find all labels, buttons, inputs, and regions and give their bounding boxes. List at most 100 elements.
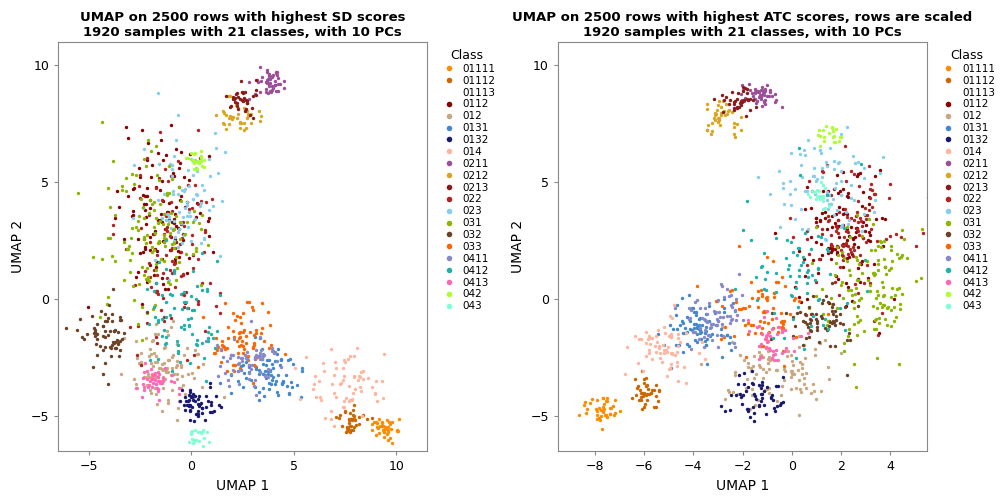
Point [71,189,87,197]
Point [825,303,841,311]
Point [734,291,750,299]
Point [232,95,248,103]
Point [694,338,710,346]
Point [336,403,352,411]
Point [114,186,130,194]
Point [270,87,286,95]
Point [677,325,694,333]
Point [650,331,666,339]
Point [761,92,777,100]
Point [862,231,878,239]
Point [168,375,184,383]
Point [90,351,106,359]
Point [883,264,899,272]
Point [165,226,181,234]
Point [848,284,864,292]
Title: UMAP on 2500 rows with highest ATC scores, rows are scaled
1920 samples with 21 : UMAP on 2500 rows with highest ATC score… [512,11,973,39]
Point [147,376,163,385]
Point [190,126,206,134]
Point [185,218,202,226]
Point [797,229,813,237]
Point [782,291,798,299]
Point [632,386,648,394]
Point [713,109,729,117]
Point [746,95,762,103]
Point [307,393,324,401]
Point [264,73,280,81]
Point [856,210,872,218]
Point [380,423,396,431]
Point [145,271,161,279]
Point [863,225,879,233]
Point [717,107,733,115]
Point [142,356,158,364]
Point [751,352,767,360]
Point [86,363,102,371]
Point [799,323,815,331]
Point [220,376,236,384]
Point [761,385,777,393]
Point [829,224,845,232]
Point [382,434,398,442]
Point [190,428,206,436]
Point [269,74,285,82]
Point [162,266,178,274]
Point [72,315,88,323]
Point [157,151,173,159]
Point [159,223,175,231]
Point [739,197,755,205]
Point [139,264,155,272]
Point [790,297,806,305]
Point [164,291,180,299]
Point [751,322,767,330]
Point [770,278,786,286]
Point [841,220,857,228]
Point [870,331,886,339]
Point [171,183,187,191]
Point [191,412,207,420]
Point [149,287,165,295]
Point [248,346,264,354]
Point [727,367,743,375]
Point [193,154,209,162]
Point [152,216,168,224]
Point [829,243,845,251]
Point [828,210,844,218]
Point [157,242,173,250]
Point [185,437,202,445]
Point [257,370,273,379]
Point [169,416,185,424]
Point [135,374,151,383]
Point [222,92,238,100]
Point [221,92,237,100]
Point [186,216,203,224]
Point [253,77,269,85]
Point [663,350,679,358]
Point [104,310,120,318]
Point [240,356,256,364]
Point [353,387,369,395]
Point [190,199,206,207]
Point [851,181,867,190]
Point [683,380,700,388]
Point [795,341,811,349]
Point [752,317,768,325]
Point [814,127,831,135]
Point [663,349,679,357]
Point [635,392,651,400]
Point [817,122,834,130]
Point [241,298,257,306]
Point [681,317,698,325]
Point [132,173,148,181]
Point [143,147,159,155]
Point [877,263,893,271]
Point [260,89,276,97]
Point [841,242,857,250]
Point [765,258,781,266]
Point [866,208,882,216]
Point [156,210,172,218]
Point [270,391,286,399]
Point [769,356,785,364]
Point [129,235,145,243]
Point [809,185,826,194]
